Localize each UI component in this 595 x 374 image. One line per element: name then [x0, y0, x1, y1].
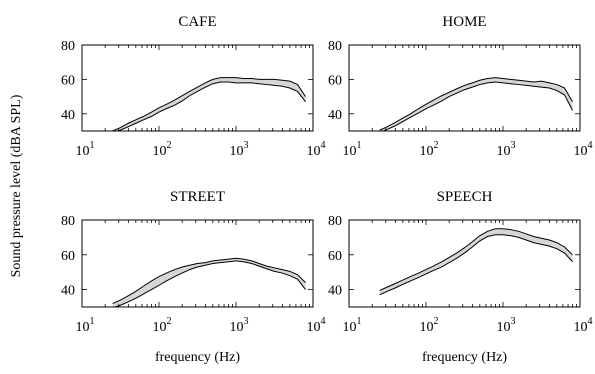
band-fill	[379, 228, 573, 295]
y-axis-label: Sound pressure level (dBA SPL)	[9, 94, 24, 277]
x-axis-label: frequency (Hz)	[422, 350, 507, 365]
y-tick-label: 80	[61, 39, 75, 54]
y-tick-label: 80	[328, 214, 342, 229]
chart-title: SPEECH	[437, 189, 493, 205]
y-tick-label: 80	[328, 39, 342, 54]
chart-panel-speech: SPEECH 101 102 103 104 40 60 80 frequency (Hz)	[328, 189, 593, 365]
y-tick-label: 40	[61, 108, 75, 123]
band-group	[379, 228, 573, 296]
band-lower-line	[113, 260, 306, 307]
plot-frame	[348, 219, 581, 308]
x-tick-label: 104	[307, 316, 326, 335]
x-tick-label: 103	[230, 316, 249, 335]
band-lower-line	[116, 81, 306, 131]
x-axis-label: frequency (Hz)	[155, 350, 240, 365]
chart-title: STREET	[170, 189, 225, 205]
x-tick-label: 104	[307, 140, 326, 159]
y-tick-label: 60	[61, 249, 75, 264]
band-upper-line	[112, 77, 306, 131]
x-tick-label: 102	[420, 316, 439, 335]
chart-panel-street: STREET 101 102 103 104 40 60 80 frequency (Hz)	[61, 189, 326, 365]
band-group	[112, 77, 306, 131]
x-tick-label: 101	[343, 140, 362, 159]
plot-frame	[81, 44, 314, 132]
band-group	[112, 257, 306, 307]
plot-frame	[81, 219, 314, 308]
y-tick-label: 40	[61, 284, 75, 299]
panels: CAFE 101 102 103 104 40 60 80 HOME 101 102 103 104 40…	[61, 14, 593, 365]
band-fill	[112, 258, 306, 307]
x-tick-label: 101	[343, 316, 362, 335]
band-lower-line	[382, 81, 573, 131]
x-tick-label: 102	[153, 316, 172, 335]
band-fill	[112, 77, 306, 131]
plot-frame	[348, 44, 581, 132]
y-tick-label: 60	[61, 73, 75, 88]
chart-title: HOME	[442, 14, 486, 30]
x-tick-label: 101	[76, 140, 95, 159]
band-upper-line	[112, 257, 306, 304]
x-tick-label: 103	[497, 140, 516, 159]
band-group	[379, 77, 573, 131]
y-tick-label: 80	[61, 214, 75, 229]
chart-panel-cafe: CAFE 101 102 103 104 40 60 80	[61, 14, 326, 159]
y-tick-label: 40	[328, 284, 342, 299]
band-lower-line	[379, 234, 573, 296]
x-tick-label: 104	[574, 140, 593, 159]
x-tick-label: 102	[153, 140, 172, 159]
y-tick-label: 60	[328, 249, 342, 264]
chart-panel-home: HOME 101 102 103 104 40 60 80	[328, 14, 593, 159]
x-tick-label: 102	[420, 140, 439, 159]
y-tick-label: 60	[328, 73, 342, 88]
chart-title: CAFE	[178, 14, 216, 30]
x-tick-label: 101	[76, 316, 95, 335]
x-tick-label: 103	[230, 140, 249, 159]
x-tick-label: 104	[574, 316, 593, 335]
band-upper-line	[379, 228, 573, 291]
x-tick-label: 103	[497, 316, 516, 335]
band-upper-line	[379, 77, 573, 131]
y-tick-label: 40	[328, 108, 342, 123]
